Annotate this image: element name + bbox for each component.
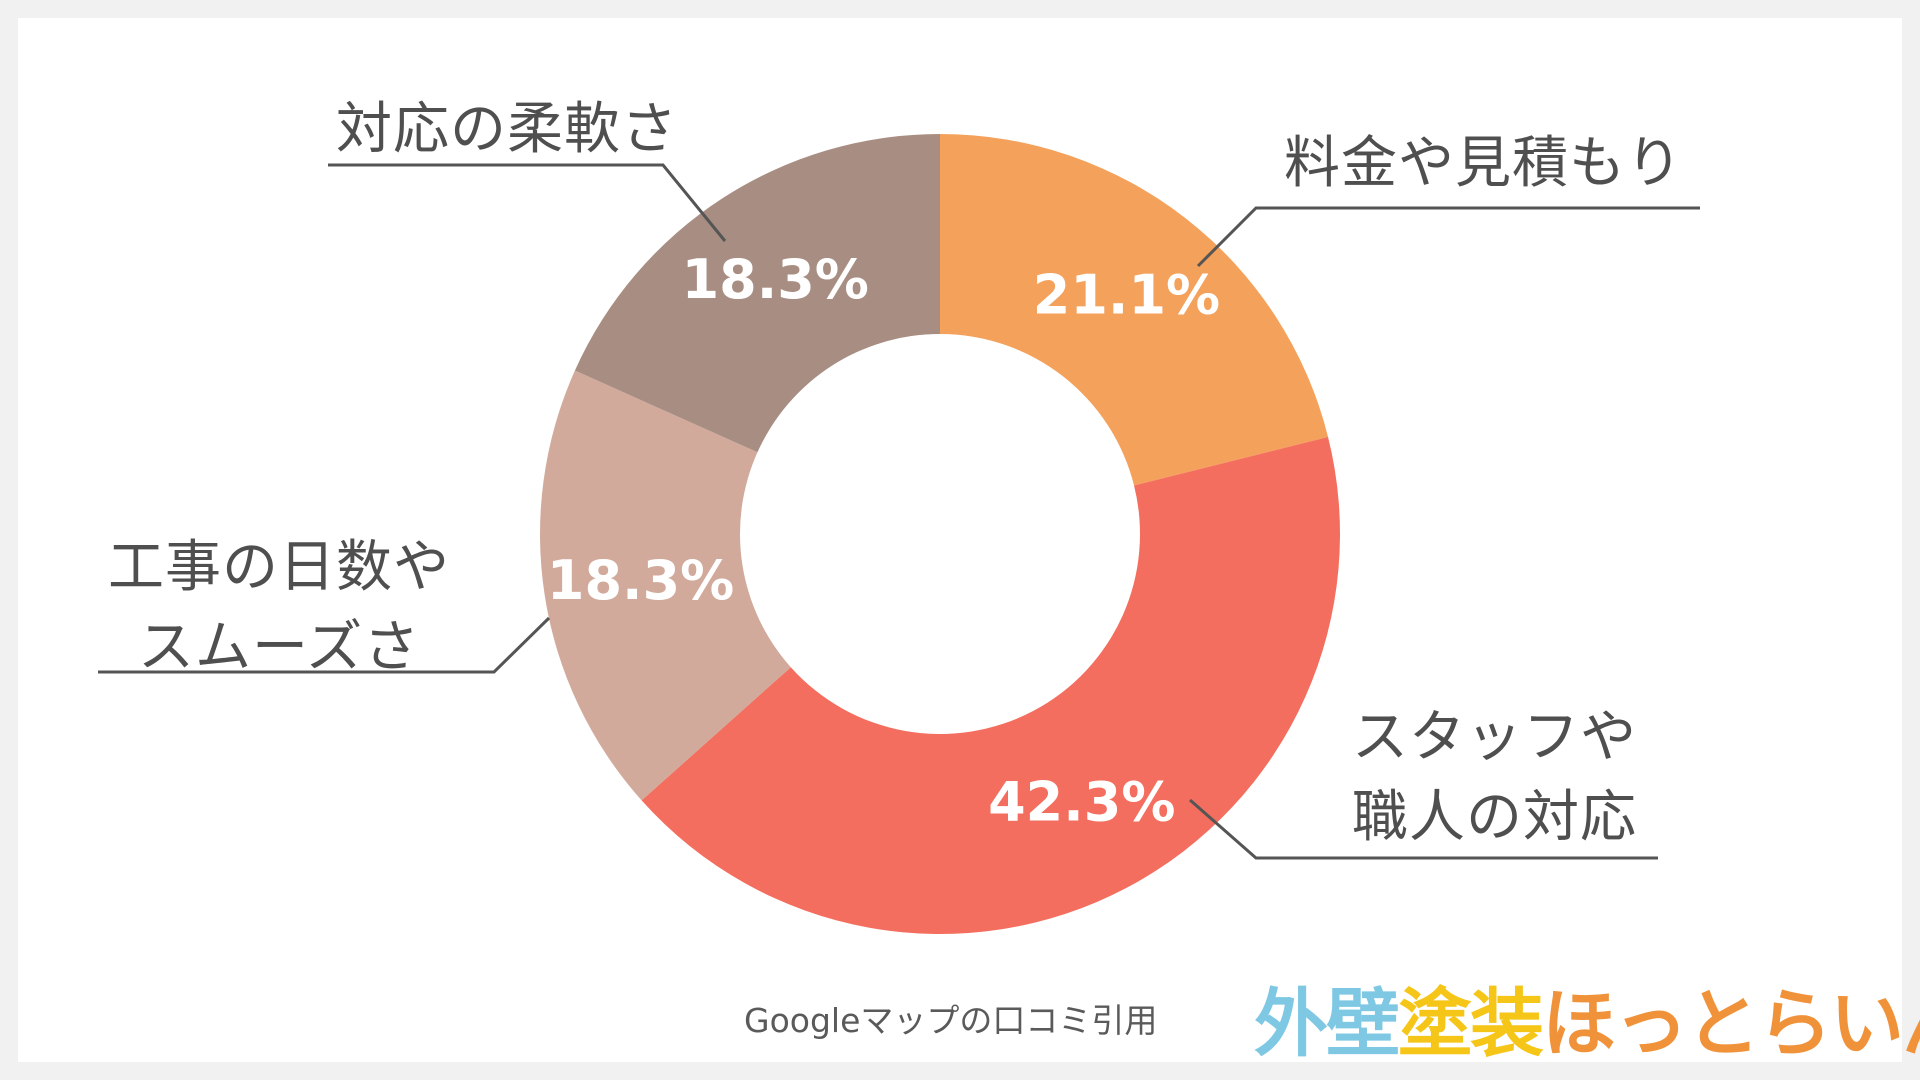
value-label-ryokin: 21.1% [1033,264,1220,327]
slice-staff [641,436,1340,934]
chart-card: 21.1% 42.3% 18.3% 18.3% 料金や見積もり スタッフや 職人の対応… [18,18,1920,1067]
label-taio: 対応の柔軟さ [336,97,678,162]
slices-layer [540,134,1340,934]
label-koji: 工事の日数や スムーズさ [108,535,450,680]
leader-lines [98,163,1700,860]
slice-ryokin [940,134,1329,486]
donut-chart: 21.1% 42.3% 18.3% 18.3% [98,134,1700,934]
source-note: Googleマップの口コミ引用 [744,1001,1158,1040]
value-label-koji: 18.3% [547,549,734,612]
brand-logo: 外壁塗装ほっとらいん [1254,964,1920,1071]
label-staff: スタッフや 職人の対応 [1352,705,1637,850]
leader-line-koji [98,616,551,674]
slice-koji [540,370,791,801]
leader-line-taio [328,163,727,242]
brand-part-hotline: ほっとらいん [1542,981,1920,1067]
slice-taio [574,134,940,453]
leader-line-ryokin [1196,206,1700,268]
label-ryokin: 料金や見積もり [1284,131,1683,196]
brand-part-tosou: 塗装 [1398,981,1544,1067]
value-label-staff: 42.3% [988,770,1175,833]
brand-part-gaiheki: 外壁 [1254,981,1400,1067]
value-labels: 21.1% 42.3% 18.3% 18.3% [547,248,1220,833]
leader-line-staff [1189,798,1658,860]
value-label-taio: 18.3% [682,248,869,311]
